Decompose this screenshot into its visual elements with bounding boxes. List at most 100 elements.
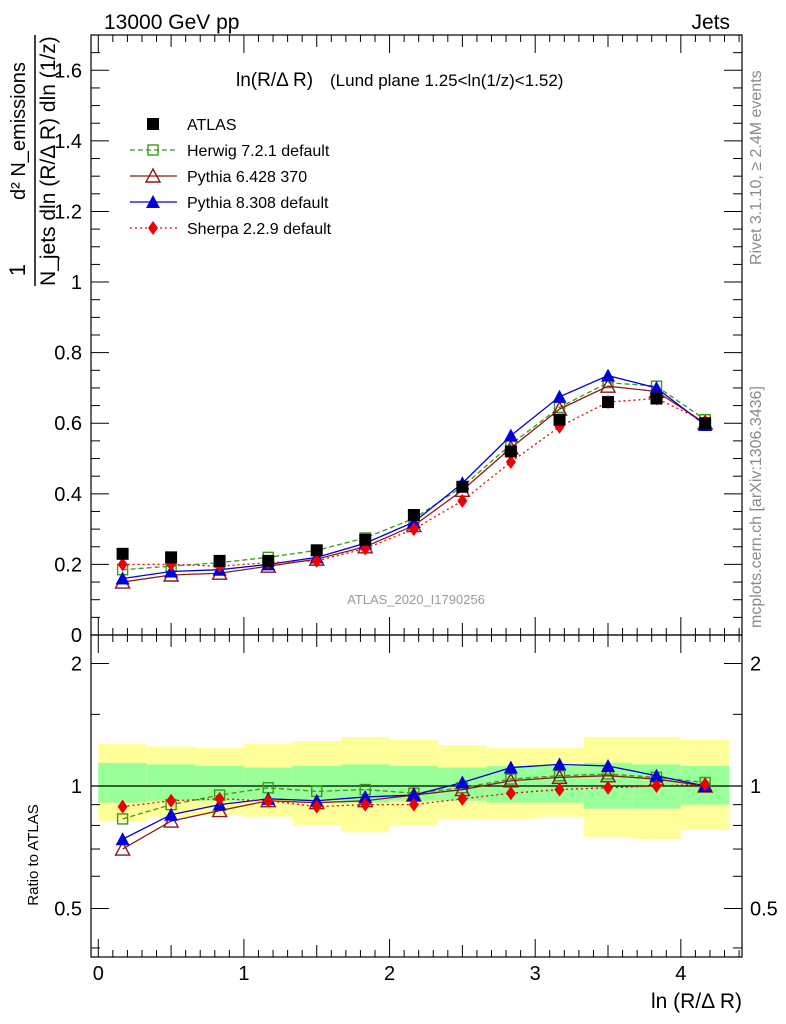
ratio-point-sherpa-2-2-9-default-0 bbox=[117, 799, 128, 814]
axes-layer: 0 1 2 3 4 0 0.2 0.4 0.6 0.8 1 1.2 1.4 1.6 0.5 0.5 1 1 2 2 bbox=[54, 34, 778, 985]
point-atlas-7 bbox=[456, 480, 469, 493]
ratio-point-sherpa-2-2-9-default-1 bbox=[166, 793, 177, 808]
point-atlas-1 bbox=[165, 551, 178, 564]
legend-label-pythia-6-428-370: Pythia 6.428 370 bbox=[187, 169, 307, 186]
y-axis-label-main: 1 N_jets dln (R/Δ R) dln (1/z) d² N_emis… bbox=[5, 35, 60, 286]
ratio-point-pythia-8-308-default-6 bbox=[406, 788, 421, 802]
x-tick-label: 4 bbox=[675, 963, 686, 985]
legend-label-pythia-8-308-default: Pythia 8.308 default bbox=[187, 195, 329, 212]
y-tick-label-main: 0.8 bbox=[54, 343, 82, 365]
series-line-sherpa-2-2-9-default bbox=[122, 397, 706, 567]
ratio-series-layer bbox=[114, 757, 714, 856]
point-pythia-8-308-default-11 bbox=[649, 380, 664, 394]
y-tick-label-main: 0.6 bbox=[54, 413, 82, 435]
point-atlas-5 bbox=[359, 533, 372, 546]
ratio-point-pythia-8-308-default-9 bbox=[552, 757, 567, 771]
point-atlas-3 bbox=[262, 554, 275, 567]
point-sherpa-2-2-9-default-6 bbox=[408, 522, 419, 537]
y-tick-label-ratio-right: 0.5 bbox=[750, 898, 778, 920]
ratio-point-sherpa-2-2-9-default-11 bbox=[651, 778, 662, 793]
point-pythia-8-308-default-0 bbox=[115, 571, 130, 585]
y-tick-label-main: 1 bbox=[71, 272, 82, 294]
point-atlas-4 bbox=[310, 544, 323, 557]
x-axis-label: ln (R/Δ R) bbox=[651, 990, 742, 1013]
y-axis-label-ratio: Ratio to ATLAS bbox=[25, 804, 42, 905]
mcplots-label: mcplots.cern.ch [arXiv:1306.3436] bbox=[748, 386, 765, 628]
ratio-point-pythia-8-308-default-8 bbox=[503, 760, 518, 774]
point-sherpa-2-2-9-default-7 bbox=[457, 493, 468, 508]
ratio-point-pythia-8-308-default-10 bbox=[601, 758, 616, 772]
ratio-point-pythia-8-308-default-1 bbox=[164, 807, 179, 821]
ratio-point-sherpa-2-2-9-default-10 bbox=[603, 780, 614, 795]
x-tick-label: 2 bbox=[384, 963, 395, 985]
ratio-point-pythia-8-308-default-5 bbox=[358, 789, 373, 803]
y-tick-label-main: 0.4 bbox=[54, 484, 82, 506]
legend-marker-herwig-7-2-1-default bbox=[147, 144, 159, 156]
series-line-herwig-7-2-1-default bbox=[122, 381, 706, 571]
point-atlas-6 bbox=[407, 509, 420, 521]
ratio-point-sherpa-2-2-9-default-6 bbox=[408, 797, 419, 812]
legend-marker-pythia-6-428-370 bbox=[144, 167, 162, 183]
ratio-point-sherpa-2-2-9-default-4 bbox=[311, 799, 322, 814]
point-atlas-8 bbox=[504, 445, 517, 458]
y-tick-label-main: 1.6 bbox=[54, 60, 82, 82]
ratio-point-sherpa-2-2-9-default-2 bbox=[214, 791, 225, 806]
y-tick-label-ratio-right: 1 bbox=[750, 776, 761, 798]
ratio-point-sherpa-2-2-9-default-9 bbox=[554, 782, 565, 797]
rivet-label: Rivet 3.1.10, ≥ 2.4M events bbox=[748, 70, 765, 265]
y-tick-label-main: 1.4 bbox=[54, 131, 82, 153]
ratio-point-pythia-8-308-default-11 bbox=[649, 768, 664, 782]
y-tick-label-ratio: 2 bbox=[71, 654, 82, 676]
y-tick-label-main: 1.2 bbox=[54, 201, 82, 223]
y-tick-label-ratio-right: 2 bbox=[750, 654, 761, 676]
ratio-point-pythia-8-308-default-7 bbox=[455, 775, 470, 789]
x-tick-label: 0 bbox=[93, 963, 104, 985]
point-sherpa-2-2-9-default-8 bbox=[505, 455, 516, 470]
x-tick-label: 3 bbox=[530, 963, 541, 985]
point-atlas-2 bbox=[213, 554, 226, 567]
y-label-denominator: N_jets dln (R/Δ R) dln (1/z) bbox=[37, 36, 60, 286]
legend-marker-sherpa-2-2-9-default bbox=[148, 221, 158, 235]
legend: ATLAS Herwig 7.2.1 default Pythia 6.428 37… bbox=[130, 117, 332, 238]
ratio-point-sherpa-2-2-9-default-3 bbox=[263, 793, 274, 808]
legend-marker-atlas bbox=[147, 118, 159, 130]
analysis-watermark: ATLAS_2020_I1790256 bbox=[347, 592, 485, 607]
point-sherpa-2-2-9-default-4 bbox=[311, 553, 322, 568]
plot-title: ln(R/Δ R) (Lund plane 1.25<ln(1/z)<1.52) bbox=[236, 70, 563, 91]
y-tick-label-ratio: 1 bbox=[71, 776, 82, 798]
y-label-numerator: 1 bbox=[5, 264, 30, 276]
legend-label-sherpa-2-2-9-default: Sherpa 2.2.9 default bbox=[187, 221, 332, 238]
plot-title-main: ln(R/Δ R) bbox=[236, 70, 313, 91]
header-right: Jets bbox=[691, 11, 730, 34]
series-line-pythia-6-428-370 bbox=[122, 385, 706, 583]
series-line-pythia-8-308-default bbox=[122, 374, 706, 580]
point-pythia-8-308-default-9 bbox=[552, 389, 567, 403]
point-sherpa-2-2-9-default-0 bbox=[117, 557, 128, 572]
ratio-point-pythia-8-308-default-0 bbox=[115, 832, 130, 846]
band-inner-0 bbox=[98, 762, 147, 803]
ratio-point-pythia-6-428-370-0 bbox=[114, 840, 131, 856]
point-atlas-0 bbox=[116, 547, 129, 560]
ratio-point-sherpa-2-2-9-default-8 bbox=[505, 786, 516, 801]
main-series-layer bbox=[114, 368, 714, 589]
y-label-numerator-top: d² N_emissions bbox=[8, 62, 30, 200]
legend-label-herwig-7-2-1-default: Herwig 7.2.1 default bbox=[187, 143, 330, 160]
plot-title-sub: (Lund plane 1.25<ln(1/z)<1.52) bbox=[330, 71, 563, 90]
y-tick-label-main: 0.2 bbox=[54, 554, 82, 576]
point-atlas-11 bbox=[650, 392, 663, 405]
ratio-frame bbox=[90, 634, 743, 958]
ratio-point-sherpa-2-2-9-default-5 bbox=[360, 797, 371, 812]
ratio-point-sherpa-2-2-9-default-12 bbox=[700, 777, 711, 792]
header-left: 13000 GeV pp bbox=[104, 11, 239, 34]
y-tick-label-main: 0 bbox=[71, 625, 82, 647]
ratio-point-sherpa-2-2-9-default-7 bbox=[457, 791, 468, 806]
legend-marker-pythia-8-308-default bbox=[146, 195, 160, 208]
point-pythia-8-308-default-8 bbox=[503, 428, 518, 442]
x-tick-label: 1 bbox=[238, 963, 249, 985]
point-pythia-8-308-default-6 bbox=[406, 515, 421, 529]
point-pythia-6-428-370-10 bbox=[599, 377, 617, 393]
point-atlas-10 bbox=[602, 396, 615, 409]
point-pythia-8-308-default-10 bbox=[601, 368, 616, 382]
y-tick-label-ratio: 0.5 bbox=[54, 898, 82, 920]
